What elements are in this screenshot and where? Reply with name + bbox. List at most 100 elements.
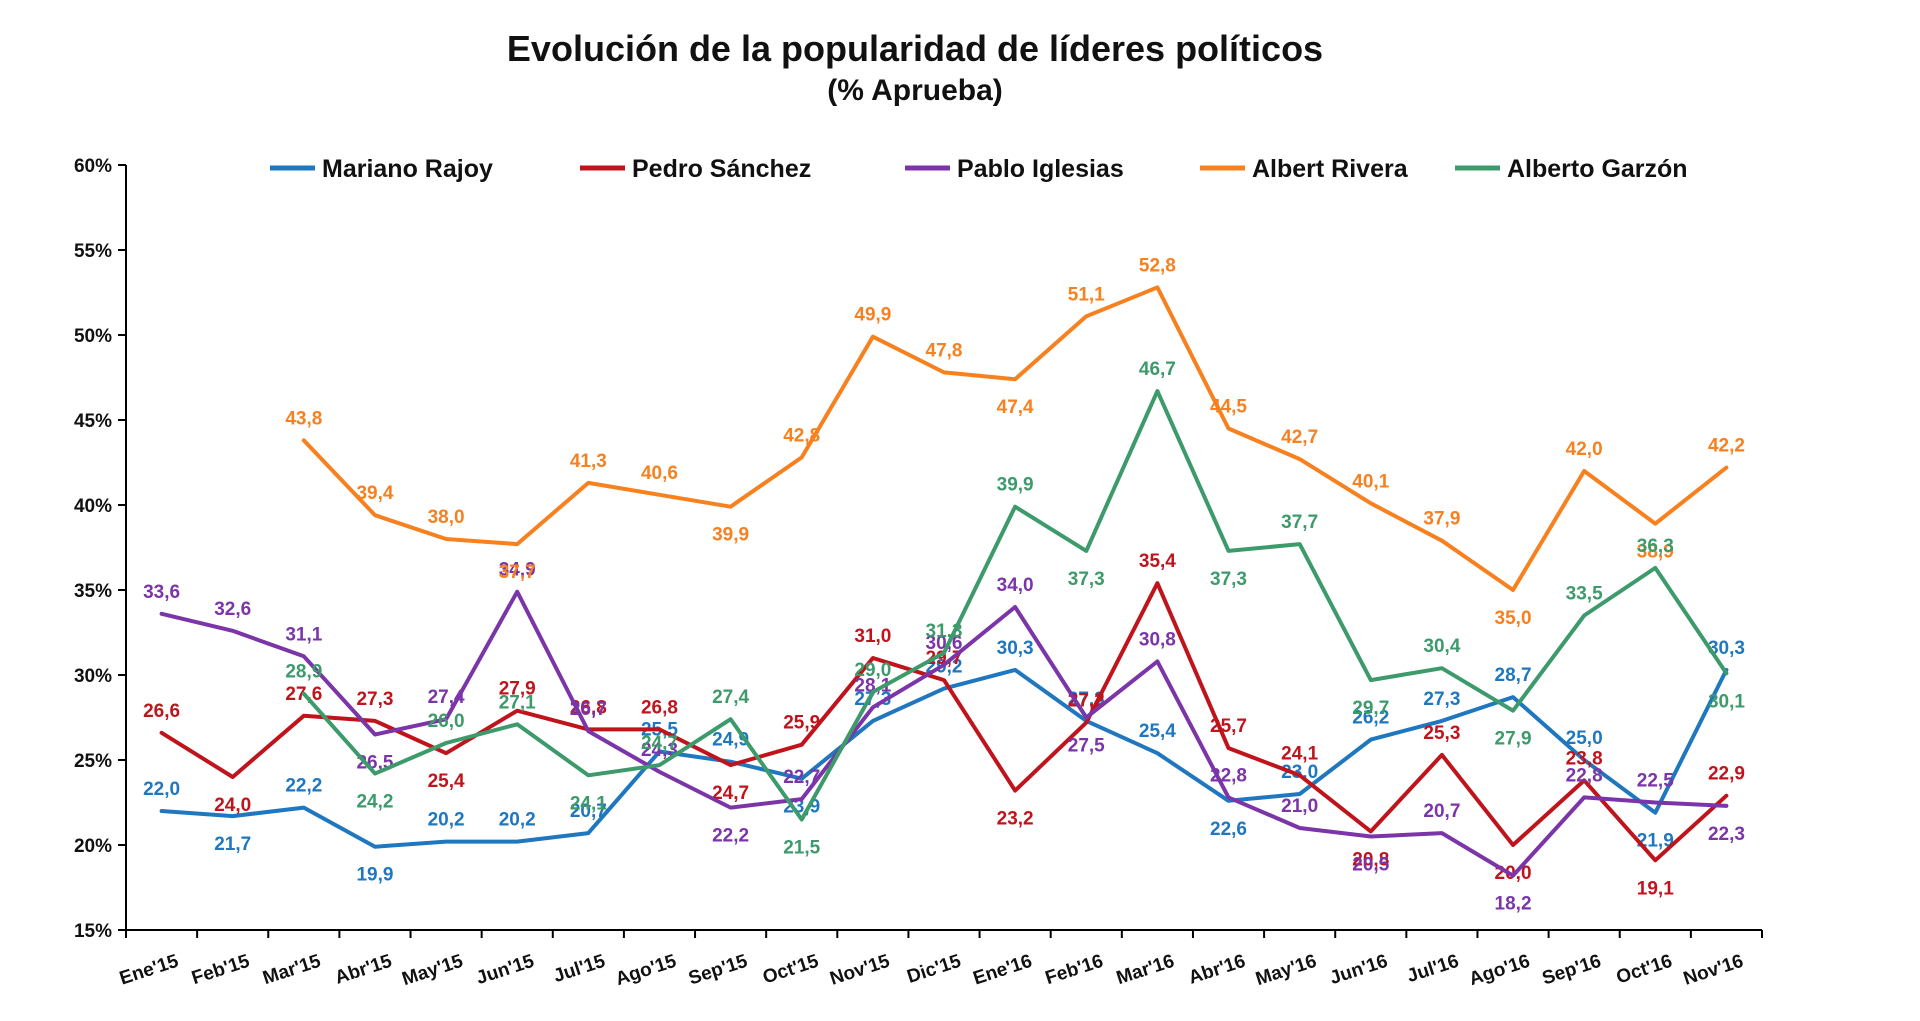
data-label: 47,8 [926, 340, 963, 361]
data-label: 25,0 [1566, 728, 1603, 749]
data-label: 24,7 [641, 733, 678, 754]
data-label: 33,6 [143, 582, 180, 603]
legend-label: Pablo Iglesias [957, 155, 1124, 183]
data-label: 30,8 [1139, 629, 1176, 650]
series-line [301, 285, 1729, 592]
y-tick-label: 25% [74, 751, 112, 772]
data-label: 35,4 [1139, 551, 1176, 572]
data-label: 26,0 [428, 711, 465, 732]
x-tick-label: Ago'15 [613, 951, 679, 990]
data-label: 31,0 [854, 626, 891, 647]
data-label: 23,2 [997, 809, 1034, 830]
series-line [301, 389, 1729, 822]
x-tick-label: Oct'16 [1614, 951, 1675, 989]
data-label: 26,5 [356, 753, 393, 774]
data-label: 28,9 [285, 662, 322, 683]
data-label: 29,7 [1352, 698, 1389, 719]
data-label: 38,9 [1637, 542, 1674, 563]
data-label: 20,7 [570, 801, 607, 822]
data-label: 20,2 [499, 810, 536, 831]
data-label: 20,7 [1423, 801, 1460, 822]
data-label: 22,2 [285, 776, 322, 797]
data-label: 46,7 [1139, 359, 1176, 380]
chart-title: Evolución de la popularidad de líderes p… [506, 28, 1324, 69]
data-label: 42,2 [1708, 436, 1745, 457]
data-label: 27,3 [1423, 689, 1460, 710]
x-tick-label: Nov'16 [1681, 951, 1746, 990]
y-tick-label: 30% [74, 666, 112, 687]
data-label: 40,1 [1352, 471, 1389, 492]
y-tick-label: 55% [74, 241, 112, 262]
legend-label: Alberto Garzón [1507, 155, 1688, 183]
data-label: 44,5 [1210, 397, 1247, 418]
x-tick-label: Feb'15 [189, 951, 252, 989]
data-label: 22,3 [1708, 824, 1745, 845]
data-label: 51,1 [1068, 284, 1105, 305]
x-tick-label: Ago'16 [1467, 951, 1533, 990]
data-label: 37,7 [1281, 512, 1318, 533]
data-label: 41,3 [570, 451, 607, 472]
data-label: 29,7 [926, 648, 963, 669]
data-label: 28,1 [854, 675, 891, 696]
data-label: 19,9 [356, 865, 393, 886]
data-label: 19,1 [1637, 878, 1674, 899]
data-label: 24,2 [356, 792, 393, 813]
x-tick-label: Feb'16 [1043, 951, 1106, 989]
data-label: 27,9 [499, 679, 536, 700]
data-label: 25,4 [1139, 721, 1176, 742]
data-label: 20,2 [428, 810, 465, 831]
data-label: 26,2 [1352, 708, 1389, 729]
data-label: 21,9 [1637, 831, 1674, 852]
x-tick-label: May'16 [1253, 951, 1319, 990]
data-label: 24,1 [1281, 743, 1318, 764]
data-label: 43,8 [285, 408, 322, 429]
data-label: 26,7 [570, 699, 607, 720]
data-label: 21,0 [1281, 796, 1318, 817]
x-tick-label: Jun'15 [474, 951, 537, 989]
data-label: 27,5 [1068, 736, 1105, 757]
y-tick-label: 20% [74, 836, 112, 857]
data-label: 30,3 [1708, 638, 1745, 659]
y-tick-label: 35% [74, 581, 112, 602]
data-label: 27,9 [1495, 729, 1532, 750]
x-tick-label: Mar'16 [1114, 951, 1177, 989]
data-label: 49,9 [854, 305, 891, 326]
data-label: 18,2 [1495, 894, 1532, 915]
data-label: 37,3 [1210, 569, 1247, 590]
data-label: 38,0 [428, 507, 465, 528]
data-label: 29,0 [854, 660, 891, 681]
y-tick-label: 15% [74, 921, 112, 942]
data-label: 25,4 [428, 771, 465, 792]
data-label: 27,1 [499, 692, 536, 713]
data-label: 31,1 [285, 624, 322, 645]
data-label: 22,6 [1210, 819, 1247, 840]
x-tick-label: Abr'15 [332, 951, 394, 989]
data-label: 26,8 [641, 697, 678, 718]
data-label: 20,8 [1352, 849, 1389, 870]
x-tick-label: Oct'15 [760, 951, 821, 989]
series-line [159, 589, 1729, 878]
y-tick-label: 40% [74, 496, 112, 517]
x-tick-label: Jul'16 [1404, 951, 1461, 987]
data-label: 40,6 [641, 463, 678, 484]
data-label: 30,3 [997, 638, 1034, 659]
data-label: 22,8 [1566, 765, 1603, 786]
x-tick-label: Jul'15 [551, 951, 608, 988]
data-label: 36,3 [1637, 536, 1674, 557]
data-label: 27,3 [356, 689, 393, 710]
data-label: 22,2 [712, 826, 749, 847]
data-label: 24,7 [712, 783, 749, 804]
data-label: 25,3 [1423, 723, 1460, 744]
data-label: 24,1 [570, 793, 607, 814]
x-tick-label: Ene'15 [117, 951, 181, 990]
x-tick-label: Dic'15 [905, 951, 964, 988]
data-label: 22,5 [1637, 771, 1674, 792]
data-label: 42,0 [1566, 439, 1603, 460]
data-label: 22,8 [1210, 765, 1247, 786]
data-label: 47,4 [997, 397, 1034, 418]
data-label: 26,6 [143, 701, 180, 722]
data-label: 37,3 [1068, 569, 1105, 590]
data-label: 23,0 [1281, 762, 1318, 783]
